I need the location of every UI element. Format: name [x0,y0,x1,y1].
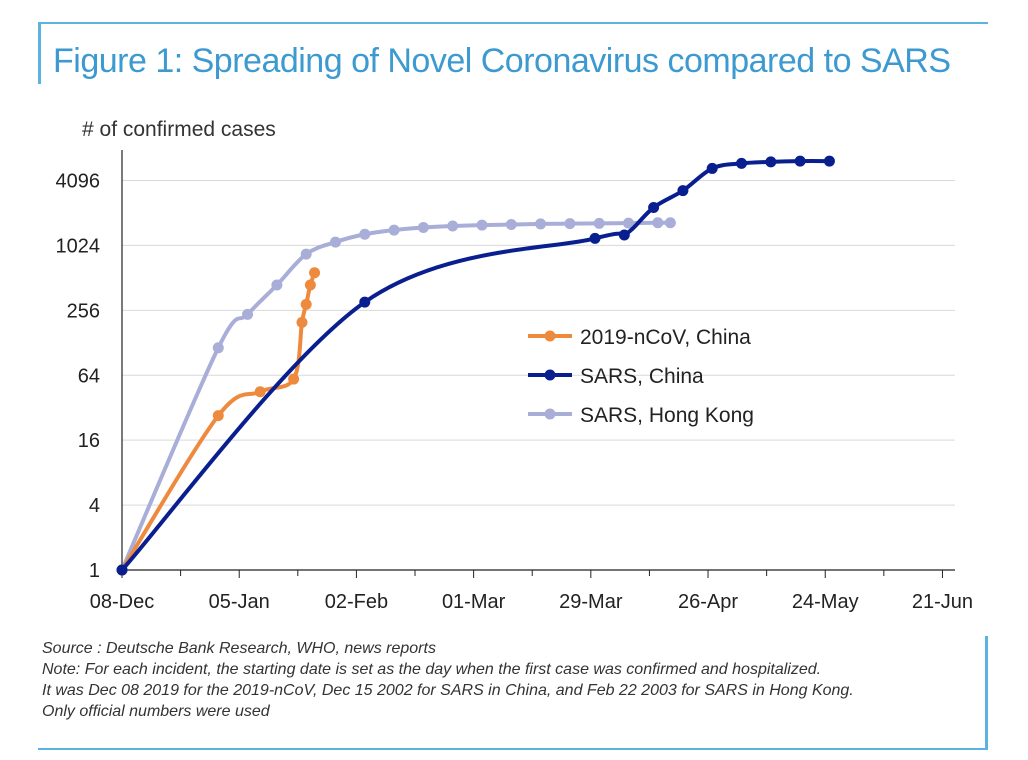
data-point [212,410,224,422]
data-point [417,222,429,234]
y-tick-label: 4096 [56,171,101,193]
series-line [120,220,673,572]
data-point [359,228,371,240]
data-point [254,386,266,398]
x-tick-label: 26-Apr [678,591,738,613]
note-line-3: Only official numbers were used [42,703,270,720]
data-point [300,298,312,310]
x-tick-label: 21-Jun [912,591,973,613]
data-point [564,218,576,230]
data-point [304,279,316,291]
data-point [664,217,676,229]
data-point [116,564,128,576]
data-point [388,224,400,236]
legend-label: SARS, China [580,365,704,388]
data-point [505,219,517,231]
data-point [476,219,488,231]
data-point [593,217,605,229]
data-point [706,162,718,174]
x-tick-label: 29-Mar [559,591,623,613]
y-tick-label: 1 [89,560,100,582]
x-tick-label: 01-Mar [442,591,506,613]
data-point [589,232,601,244]
source-note: Source : Deutsche Bank Research, WHO, ne… [42,640,436,657]
data-point [535,218,547,230]
y-tick-label: 4 [89,495,100,517]
data-point [309,267,321,279]
x-tick-label: 24-May [792,591,859,613]
data-point [823,155,835,167]
data-point [447,220,459,232]
note-line-1: Note: For each incident, the starting da… [42,661,822,678]
line-chart: 1 4 16 64 256 1024 4096 08-Dec 05-Jan 02-Feb 01-Ma… [56,150,973,613]
y-tick-label: 16 [78,430,100,452]
data-point [288,373,300,385]
data-point [622,217,634,229]
y-tick-label: 256 [67,300,100,322]
legend-marker [544,330,556,342]
data-point [652,217,664,229]
notes-frame [38,636,988,750]
y-tick-label: 1024 [56,235,101,257]
legend-label: SARS, Hong Kong [580,404,754,427]
data-point [296,316,308,328]
data-point [329,236,341,248]
data-point [618,229,630,241]
data-point [212,342,224,354]
data-point [300,248,312,260]
x-tick-label: 02-Feb [325,591,388,613]
data-point [359,296,371,308]
data-point [765,156,777,168]
title-frame: Figure 1: Spreading of Novel Coronavirus… [38,22,988,84]
legend-marker [544,369,556,381]
data-point [271,279,283,291]
y-tick-label: 64 [78,365,100,387]
series-line [120,270,317,572]
legend-label: 2019-nCoV, China [580,326,751,349]
legend-marker [544,408,556,420]
data-point [242,308,254,320]
figure-title: Figure 1: Spreading of Novel Coronavirus… [53,42,951,80]
data-point [648,202,660,214]
notes: Source : Deutsche Bank Research, WHO, ne… [42,638,992,722]
note-line-2: It was Dec 08 2019 for the 2019-nCoV, De… [42,682,854,699]
data-point [794,155,806,167]
y-axis-label: # of confirmed cases [82,118,276,141]
x-tick-label: 08-Dec [90,591,154,613]
data-point [677,185,689,197]
data-point [736,157,748,169]
x-tick-label: 05-Jan [209,591,270,613]
series-line [120,159,832,572]
